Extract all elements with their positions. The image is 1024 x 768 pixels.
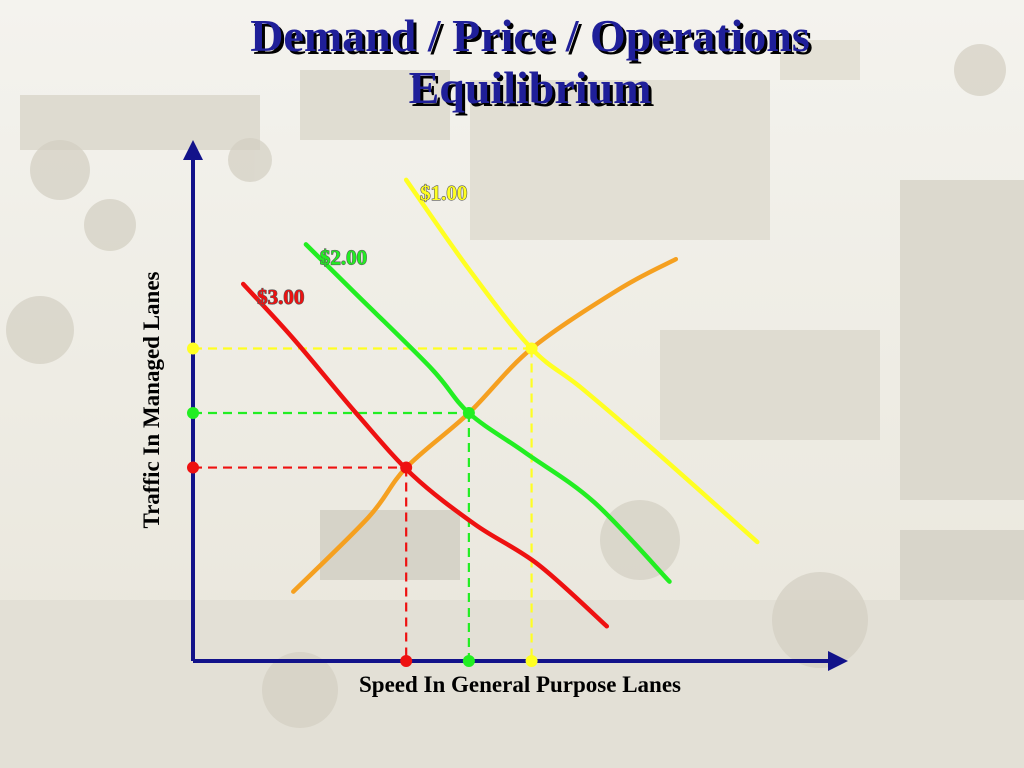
series-label-2: $1.00 <box>420 181 467 205</box>
title-line-1: Demand / Price / Operations <box>250 10 810 61</box>
x-axis-label: Speed In General Purpose Lanes <box>358 672 682 697</box>
x-axis-marker-2 <box>525 655 538 667</box>
y-axis-marker-0 <box>187 461 199 474</box>
equilibrium-point-0 <box>400 461 413 474</box>
demand-curve-0 <box>240 281 610 629</box>
x-axis-marker-1 <box>462 655 475 667</box>
y-axis-marker-1 <box>187 407 199 419</box>
series-labels: $3.00 $2.00 $1.00 <box>257 180 468 309</box>
equilibrium-point-2 <box>525 342 538 355</box>
x-axis-marker-0 <box>400 655 413 667</box>
title-line-2: Equilibrium <box>408 62 652 113</box>
page-title: Demand / Price / Operations Equilibrium <box>0 10 1024 114</box>
guide-lines <box>193 347 533 661</box>
equilibrium-point-1 <box>462 407 475 419</box>
series-label-1: $2.00 <box>320 245 367 269</box>
y-axis-label: Traffic In Managed Lanes <box>139 271 164 529</box>
axis-markers <box>187 342 538 667</box>
demand-curve-2 <box>403 177 760 545</box>
series-label-0: $3.00 <box>257 285 304 309</box>
y-axis-marker-2 <box>187 342 199 355</box>
